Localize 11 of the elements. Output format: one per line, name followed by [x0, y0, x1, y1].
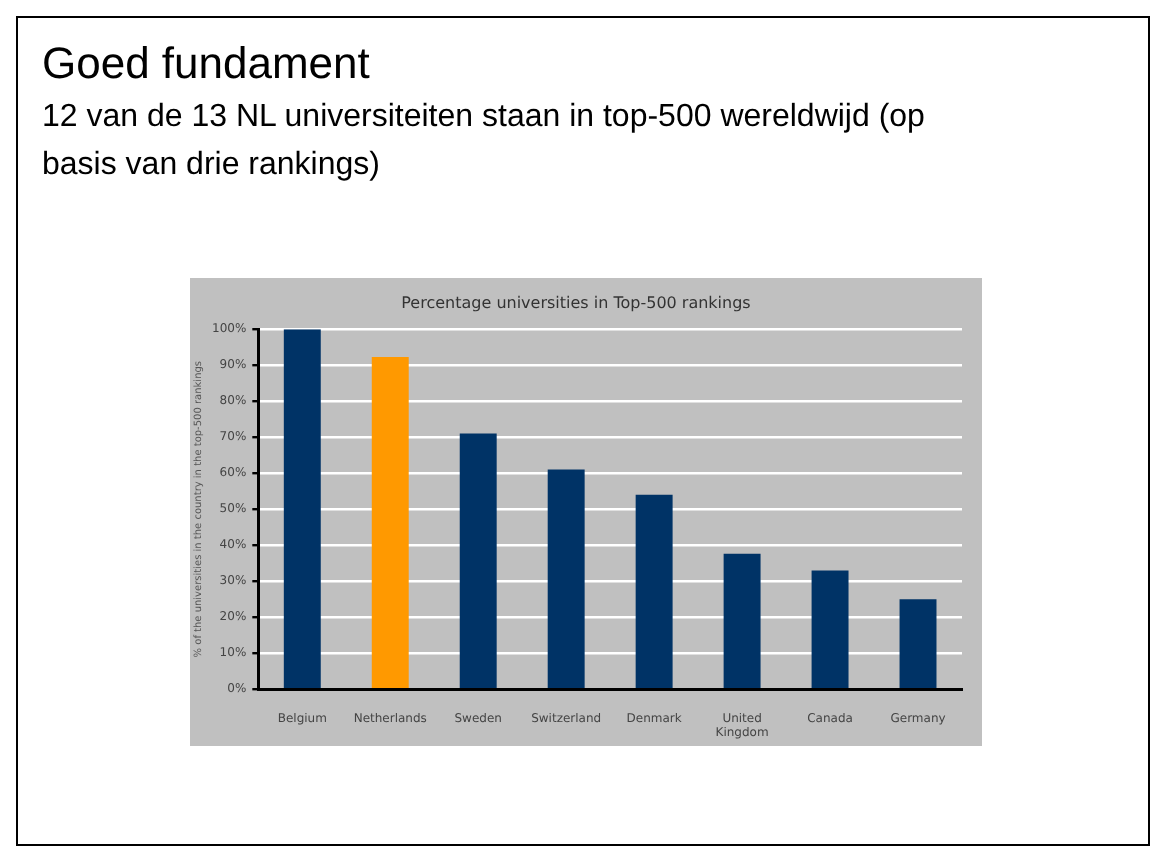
text: Percentage universities in Top-500 rankings	[401, 293, 751, 312]
bar	[723, 553, 761, 688]
chart-title: Goed fundament	[42, 38, 370, 90]
bar	[547, 469, 585, 688]
bar	[459, 433, 497, 688]
bar	[371, 356, 409, 688]
bar	[899, 599, 937, 688]
chart-subtitle: 12 van de 13 NL universiteiten staan in top-500 wereldwijd (op basis van drie rankings)	[42, 98, 927, 186]
bar	[811, 570, 849, 688]
bar	[283, 329, 321, 688]
bar	[635, 494, 673, 688]
